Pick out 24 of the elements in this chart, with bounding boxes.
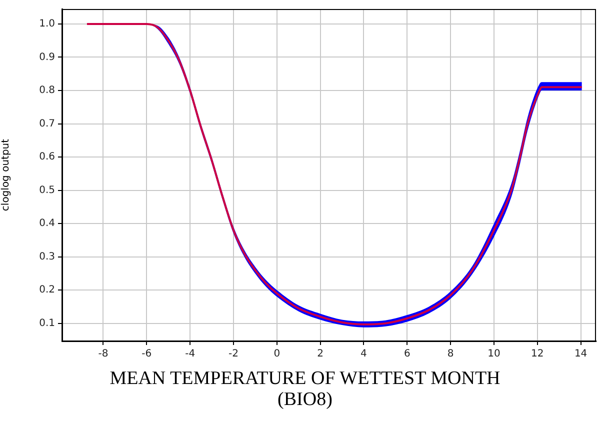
x-tick-label: 14 — [574, 348, 588, 360]
x-tick-label: 0 — [274, 348, 280, 360]
x-tick-label: 4 — [360, 348, 367, 360]
x-tick-label: -4 — [185, 348, 196, 360]
y-tick-label: 0.3 — [39, 251, 55, 262]
y-tick-label: 1.0 — [39, 18, 55, 30]
x-tick-label: 8 — [447, 348, 454, 360]
x-tick-label: 10 — [488, 348, 500, 360]
y-tick-label: 0.6 — [39, 152, 55, 163]
y-tick-label: 0.4 — [39, 218, 55, 230]
x-tick-label: -2 — [228, 348, 238, 360]
y-tick-label: 0.1 — [39, 318, 55, 329]
y-tick-label: 0.2 — [39, 284, 55, 296]
x-tick-label: 2 — [317, 348, 324, 360]
x-tick-label: -6 — [142, 348, 152, 360]
y-axis-title: cloglog output — [0, 138, 12, 212]
x-tick-label: 12 — [531, 348, 544, 360]
x-tick-label: 6 — [404, 348, 410, 360]
y-tick-label: 0.9 — [39, 52, 55, 63]
y-tick-label: 0.5 — [39, 184, 55, 196]
y-tick-label: 0.8 — [39, 85, 55, 96]
x-axis-title: MEAN TEMPERATURE OF WETTEST MONTH (BIO8) — [108, 368, 502, 410]
y-tick-label: 0.7 — [39, 118, 55, 130]
x-tick-label: -8 — [98, 348, 108, 360]
